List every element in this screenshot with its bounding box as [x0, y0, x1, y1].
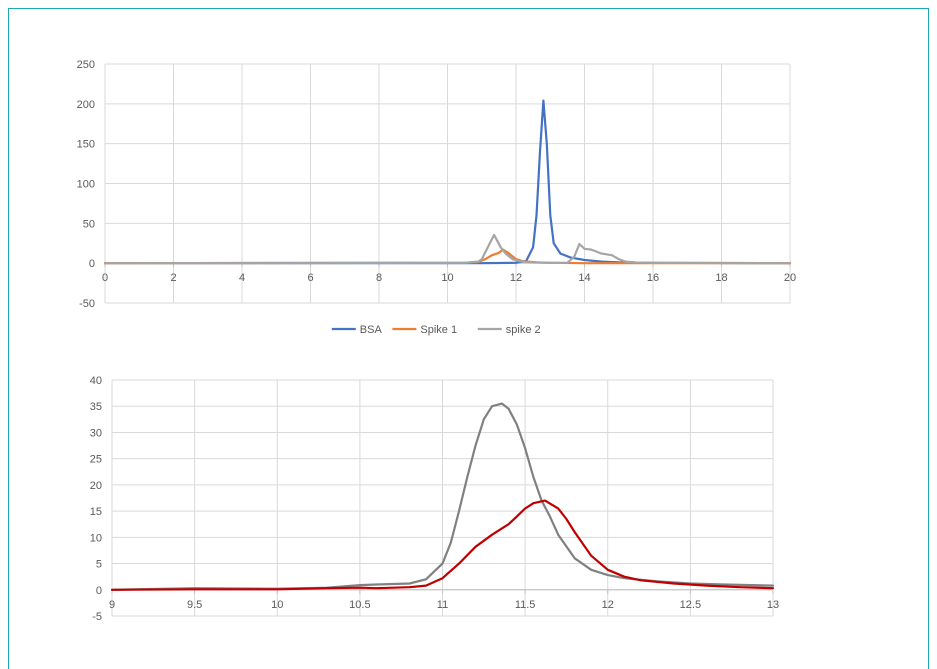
x-tick-label: 12.5	[680, 599, 701, 611]
y-tick-label: 30	[90, 427, 102, 439]
bottom-chart-grid	[111, 379, 774, 617]
x-tick-label: 11	[437, 599, 448, 611]
top-chart-x-ticks: 0 2 4 6 8 10 12 14 16 18 20	[102, 272, 796, 284]
y-tick-label: 20	[90, 480, 102, 492]
x-tick-label: 16	[647, 272, 659, 284]
top-chart-legend: BSA Spike 1 spike 2	[331, 324, 541, 336]
y-tick-label: -50	[79, 298, 95, 310]
series-line-0	[110, 402, 775, 591]
y-tick-label: 15	[90, 506, 102, 518]
chart-frame	[8, 8, 929, 669]
x-tick-label: 4	[239, 272, 245, 284]
y-tick-label: 200	[77, 99, 95, 111]
x-tick-label: 0	[102, 272, 108, 284]
y-tick-label: 0	[96, 585, 102, 597]
y-tick-label: 100	[77, 179, 95, 191]
x-tick-label: 8	[376, 272, 382, 284]
y-tick-label: 10	[90, 532, 102, 544]
x-tick-label: 9.5	[187, 599, 202, 611]
x-tick-label: 2	[170, 272, 176, 284]
x-tick-label: 12	[510, 272, 522, 284]
legend-label: spike 2	[506, 324, 541, 336]
y-tick-label: 35	[90, 401, 102, 413]
x-tick-label: 20	[784, 272, 796, 284]
x-tick-label: 12	[602, 599, 614, 611]
legend-label: BSA	[360, 324, 383, 336]
legend-label: Spike 1	[420, 324, 457, 336]
x-tick-label: 6	[307, 272, 313, 284]
y-tick-label: 25	[90, 454, 102, 466]
bottom-chart-x-ticks: 9 9.5 10 10.5 11 11.5 12 12.5 13	[109, 599, 779, 611]
y-tick-label: 150	[77, 139, 95, 151]
x-tick-label: 10.5	[349, 599, 370, 611]
y-tick-label: 250	[77, 59, 95, 71]
y-tick-label: 5	[96, 559, 102, 571]
y-tick-label: 50	[83, 218, 95, 230]
x-tick-label: 11.5	[515, 599, 536, 611]
x-tick-label: 9	[109, 599, 115, 611]
y-tick-label: 40	[90, 375, 102, 387]
x-tick-label: 10	[441, 272, 453, 284]
y-tick-label: -5	[92, 611, 102, 623]
y-tick-label: 0	[89, 258, 95, 270]
x-tick-label: 18	[715, 272, 727, 284]
bottom-chart-y-ticks: -5 0 5 10 15 20 25 30 35 40	[90, 375, 102, 623]
top-chart-y-ticks: -50 0 50 100 150 200 250	[77, 59, 95, 310]
bottom-chart: -5 0 5 10 15 20 25 30 35 40 9 9.5 10 10.5 11 11.5 12 12.…	[90, 375, 779, 623]
x-tick-label: 13	[767, 599, 779, 611]
top-chart: -50 0 50 100 150 200 250 0 2 4 6 8 10 12 14 16 18 20 BSA…	[77, 59, 796, 336]
top-chart-series	[103, 99, 792, 265]
x-tick-label: 10	[271, 599, 283, 611]
x-tick-label: 14	[578, 272, 590, 284]
series-line-bsa	[103, 99, 792, 265]
series-line-1	[110, 499, 775, 591]
bottom-chart-series	[110, 402, 775, 591]
series-line-spike-2	[103, 233, 792, 265]
